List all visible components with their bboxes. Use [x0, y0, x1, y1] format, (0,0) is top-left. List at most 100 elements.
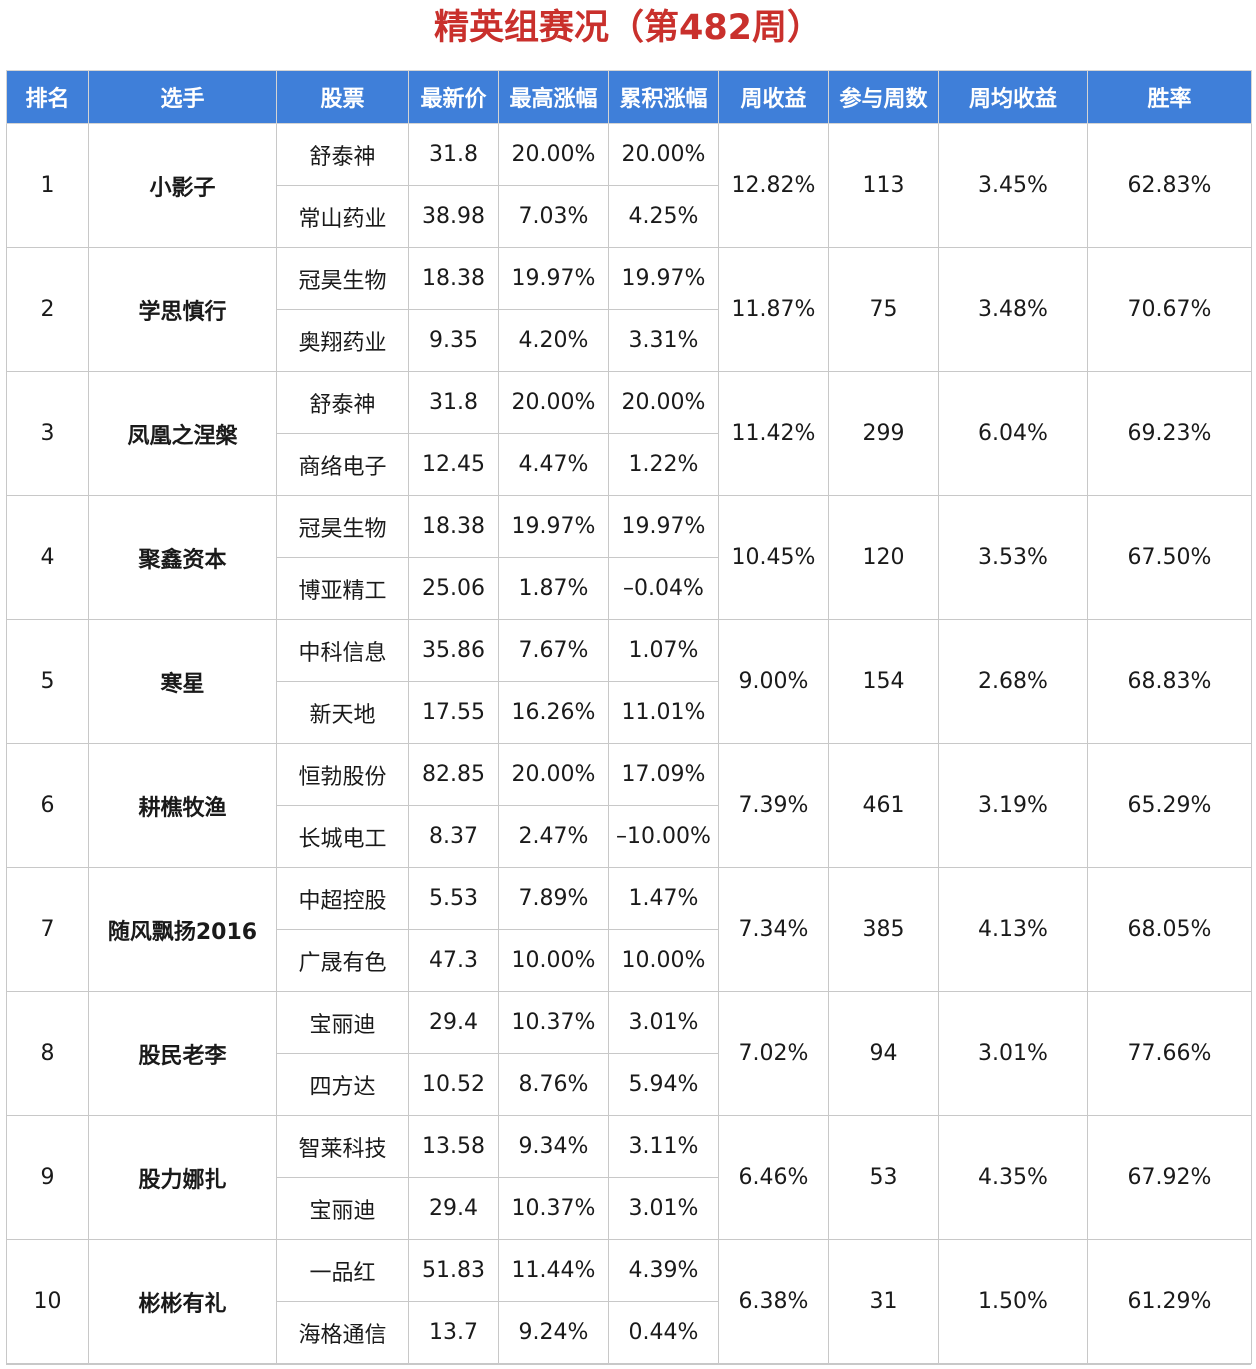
max-gain-cell: 10.00%	[498, 929, 609, 992]
stock-name[interactable]: 冠昊生物	[276, 247, 409, 310]
stock-name[interactable]: 广晟有色	[276, 929, 409, 992]
col-header-max-gain[interactable]: 最高涨幅	[498, 70, 609, 124]
stock-name[interactable]: 舒泰神	[276, 371, 409, 434]
avg-return-cell: 6.04%	[938, 371, 1088, 496]
price-cell: 38.98	[408, 185, 499, 248]
table-row: 5 寒星 中科信息 35.86 7.67% 1.07% 9.00% 154 2.68% 68.83…	[6, 619, 1252, 744]
stock-name[interactable]: 中科信息	[276, 619, 409, 682]
avg-return-cell: 2.68%	[938, 619, 1088, 744]
stock-name[interactable]: 冠昊生物	[276, 495, 409, 558]
stock-name[interactable]: 中超控股	[276, 867, 409, 930]
col-header-win-rate[interactable]: 胜率	[1087, 70, 1252, 124]
price-cell: 17.55	[408, 681, 499, 744]
price-cell: 29.4	[408, 991, 499, 1054]
stock-name[interactable]: 四方达	[276, 1053, 409, 1116]
stock-name[interactable]: 智莱科技	[276, 1115, 409, 1178]
stock-name[interactable]: 博亚精工	[276, 557, 409, 620]
rank-cell: 4	[6, 495, 89, 620]
weeks-cell: 31	[828, 1239, 939, 1364]
price-cell: 31.8	[408, 123, 499, 186]
player-name[interactable]: 寒星	[88, 619, 277, 744]
price-cell: 31.8	[408, 371, 499, 434]
player-name[interactable]: 耕樵牧渔	[88, 743, 277, 868]
max-gain-cell: 9.34%	[498, 1115, 609, 1178]
avg-return-cell: 3.45%	[938, 123, 1088, 248]
stock-name[interactable]: 新天地	[276, 681, 409, 744]
table-row: 6 耕樵牧渔 恒勃股份 82.85 20.00% 17.09% 7.39% 461 3.19% 6…	[6, 743, 1252, 868]
col-header-avg-return[interactable]: 周均收益	[938, 70, 1088, 124]
cum-gain-cell: 1.22%	[608, 433, 719, 496]
win-rate-cell: 77.66%	[1087, 991, 1252, 1116]
table-continuation	[6, 1364, 1251, 1369]
stock-name[interactable]: 宝丽迪	[276, 1177, 409, 1240]
stock-name[interactable]: 恒勃股份	[276, 743, 409, 806]
col-header-price[interactable]: 最新价	[408, 70, 499, 124]
col-header-weeks[interactable]: 参与周数	[828, 70, 939, 124]
price-cell: 12.45	[408, 433, 499, 496]
stock-name[interactable]: 奥翔药业	[276, 309, 409, 372]
stock-name[interactable]: 一品红	[276, 1239, 409, 1302]
weekly-return-cell: 11.87%	[718, 247, 829, 372]
price-cell: 35.86	[408, 619, 499, 682]
table-row: 3 凤凰之涅槃 舒泰神 31.8 20.00% 20.00% 11.42% 299 6.04% 6…	[6, 371, 1252, 496]
weekly-return-cell: 10.45%	[718, 495, 829, 620]
stock-name[interactable]: 常山药业	[276, 185, 409, 248]
table-row: 8 股民老李 宝丽迪 29.4 10.37% 3.01% 7.02% 94 3.01% 77.66…	[6, 991, 1252, 1116]
table-row: 2 学思慎行 冠昊生物 18.38 19.97% 19.97% 11.87% 75 3.48% 7…	[6, 247, 1252, 372]
player-name[interactable]: 凤凰之涅槃	[88, 371, 277, 496]
weekly-return-cell: 7.34%	[718, 867, 829, 992]
max-gain-cell: 4.47%	[498, 433, 609, 496]
avg-return-cell: 3.48%	[938, 247, 1088, 372]
avg-return-cell: 4.13%	[938, 867, 1088, 992]
col-header-weekly-return[interactable]: 周收益	[718, 70, 829, 124]
weekly-return-cell: 6.38%	[718, 1239, 829, 1364]
price-cell: 18.38	[408, 247, 499, 310]
price-cell: 51.83	[408, 1239, 499, 1302]
weekly-return-cell: 12.82%	[718, 123, 829, 248]
cum-gain-cell: 20.00%	[608, 371, 719, 434]
price-cell: 8.37	[408, 805, 499, 868]
cum-gain-cell: 4.39%	[608, 1239, 719, 1302]
table-row: 7 随风飘扬2016 中超控股 5.53 7.89% 1.47% 7.34% 385 4.13%…	[6, 867, 1252, 992]
table-row: 奥翔药业 9.35 4.20% 3.31%	[7, 309, 1252, 372]
leaderboard-table: 排名 选手 股票 最新价 最高涨幅 累积涨幅 周收益 参与周数 周均收益 胜率 …	[6, 70, 1252, 1364]
weeks-cell: 154	[828, 619, 939, 744]
player-name[interactable]: 学思慎行	[88, 247, 277, 372]
weeks-cell: 75	[828, 247, 939, 372]
cum-gain-cell: 3.31%	[608, 309, 719, 372]
cum-gain-cell: 17.09%	[608, 743, 719, 806]
player-name[interactable]: 股民老李	[88, 991, 277, 1116]
table-body: 1 小影子 舒泰神 31.8 20.00% 20.00% 12.82% 113 3.45% 62.…	[6, 123, 1252, 1364]
max-gain-cell: 20.00%	[498, 123, 609, 186]
cum-gain-cell: –0.04%	[608, 557, 719, 620]
price-cell: 47.3	[408, 929, 499, 992]
stock-name[interactable]: 舒泰神	[276, 123, 409, 186]
max-gain-cell: 16.26%	[498, 681, 609, 744]
col-header-player[interactable]: 选手	[88, 70, 277, 124]
max-gain-cell: 11.44%	[498, 1239, 609, 1302]
table-row: 10 彬彬有礼 一品红 51.83 11.44% 4.39% 6.38% 31 1.50% 61.…	[6, 1239, 1252, 1364]
weekly-return-cell: 11.42%	[718, 371, 829, 496]
player-name[interactable]: 彬彬有礼	[88, 1239, 277, 1364]
stock-name[interactable]: 海格通信	[276, 1301, 409, 1364]
weeks-cell: 94	[828, 991, 939, 1116]
stock-name[interactable]: 商络电子	[276, 433, 409, 496]
player-name[interactable]: 随风飘扬2016	[88, 867, 277, 992]
col-header-stock[interactable]: 股票	[276, 70, 409, 124]
weekly-return-cell: 7.39%	[718, 743, 829, 868]
rank-cell: 8	[6, 991, 89, 1116]
max-gain-cell: 10.37%	[498, 991, 609, 1054]
weeks-cell: 461	[828, 743, 939, 868]
price-cell: 25.06	[408, 557, 499, 620]
player-name[interactable]: 股力娜扎	[88, 1115, 277, 1240]
stock-name[interactable]: 长城电工	[276, 805, 409, 868]
weeks-cell: 120	[828, 495, 939, 620]
col-header-rank[interactable]: 排名	[6, 70, 89, 124]
player-name[interactable]: 小影子	[88, 123, 277, 248]
col-header-cum-gain[interactable]: 累积涨幅	[608, 70, 719, 124]
stock-name[interactable]: 宝丽迪	[276, 991, 409, 1054]
win-rate-cell: 69.23%	[1087, 371, 1252, 496]
rank-cell: 1	[6, 123, 89, 248]
player-name[interactable]: 聚鑫资本	[88, 495, 277, 620]
weeks-cell: 53	[828, 1115, 939, 1240]
